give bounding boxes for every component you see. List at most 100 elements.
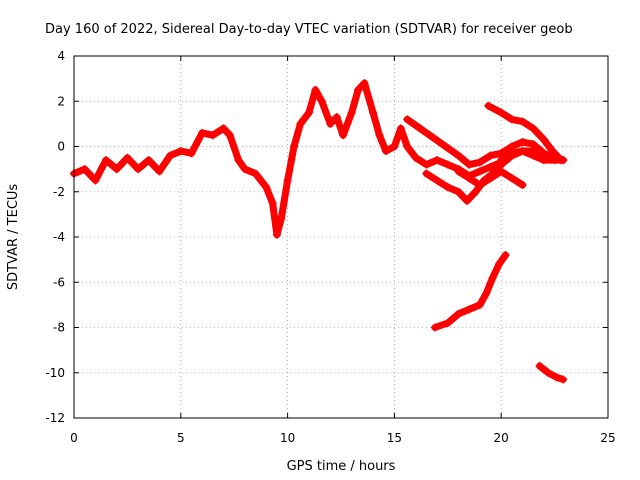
data-point xyxy=(339,131,348,140)
data-point xyxy=(416,124,425,133)
data-point xyxy=(91,176,100,185)
data-point xyxy=(208,131,217,140)
y-axis-label: SDTVAR / TECUs xyxy=(6,184,21,291)
data-point xyxy=(475,300,484,309)
data-point xyxy=(433,156,442,165)
data-point xyxy=(155,167,164,176)
y-tick-label: -10 xyxy=(45,366,65,380)
data-point xyxy=(443,183,452,192)
data-point xyxy=(430,323,439,332)
data-point xyxy=(550,153,559,162)
data-point xyxy=(112,165,121,174)
data-point xyxy=(559,156,568,165)
x-tick-label: 10 xyxy=(280,431,295,445)
data-point xyxy=(144,156,153,165)
data-point xyxy=(326,119,335,128)
x-tick-label: 15 xyxy=(387,431,402,445)
data-point xyxy=(518,180,527,189)
data-point xyxy=(471,187,480,196)
data-point xyxy=(403,115,412,124)
y-tick-label: -8 xyxy=(53,321,65,335)
data-point xyxy=(535,361,544,370)
data-point xyxy=(225,131,234,140)
y-tick-label: 2 xyxy=(57,94,65,108)
data-point xyxy=(486,162,495,171)
data-point xyxy=(488,273,497,282)
data-point xyxy=(390,142,399,151)
y-axis: 4 2 0 -2 -4 -6 -8 -10 -12 xyxy=(45,49,608,425)
data-point xyxy=(80,165,89,174)
data-point xyxy=(486,151,495,160)
data-point xyxy=(465,174,474,183)
data-point xyxy=(360,79,369,88)
data-point xyxy=(304,108,313,117)
x-axis: 0 5 10 15 20 25 xyxy=(70,56,616,445)
data-point xyxy=(454,151,463,160)
data-point xyxy=(501,251,510,260)
data-point xyxy=(240,165,249,174)
data-point xyxy=(277,214,286,223)
series-low-segment xyxy=(431,251,509,331)
data-point xyxy=(507,115,516,124)
grid xyxy=(74,56,608,418)
y-tick-label: -4 xyxy=(53,230,65,244)
data-point xyxy=(507,174,516,183)
x-tick-label: 20 xyxy=(494,431,509,445)
data-point xyxy=(539,135,548,144)
data-point xyxy=(552,373,561,382)
data-point xyxy=(529,140,538,149)
data-point xyxy=(311,85,320,94)
y-tick-label: -6 xyxy=(53,275,65,289)
data-point xyxy=(518,117,527,126)
data-point xyxy=(283,176,292,185)
data-point xyxy=(529,124,538,133)
data-point xyxy=(262,183,271,192)
data-point xyxy=(422,169,431,178)
data-point xyxy=(134,165,143,174)
data-point xyxy=(544,368,553,377)
data-point xyxy=(454,187,463,196)
data-point xyxy=(354,85,363,94)
data-point xyxy=(317,97,326,106)
data-point xyxy=(486,174,495,183)
data-point xyxy=(497,156,506,165)
x-axis-label: GPS time / hours xyxy=(287,459,396,474)
data-point xyxy=(475,158,484,167)
data-point xyxy=(465,160,474,169)
data-point xyxy=(422,160,431,169)
data-point xyxy=(187,149,196,158)
x-tick-label: 25 xyxy=(600,431,615,445)
data-point xyxy=(443,160,452,169)
data-point xyxy=(497,167,506,176)
data-point xyxy=(272,230,281,239)
series-layer xyxy=(70,79,568,384)
y-tick-label: 0 xyxy=(57,140,65,154)
data-point xyxy=(102,156,111,165)
y-tick-label: 4 xyxy=(57,49,65,63)
data-point xyxy=(529,147,538,156)
data-point xyxy=(518,137,527,146)
series-main xyxy=(70,79,505,239)
x-tick-label: 0 xyxy=(70,431,78,445)
y-tick-label: -2 xyxy=(53,185,65,199)
data-point xyxy=(381,147,390,156)
data-point xyxy=(375,131,384,140)
chart-title: Day 160 of 2022, Sidereal Day-to-day VTE… xyxy=(45,22,573,37)
data-point xyxy=(497,108,506,117)
data-point xyxy=(539,151,548,160)
data-point xyxy=(518,147,527,156)
series-branch-d xyxy=(484,102,565,164)
data-point xyxy=(463,196,472,205)
data-point xyxy=(290,142,299,151)
data-point xyxy=(482,289,491,298)
data-point xyxy=(441,142,450,151)
data-point xyxy=(475,167,484,176)
data-point xyxy=(251,169,260,178)
data-point xyxy=(559,375,568,384)
data-point xyxy=(548,147,557,156)
data-point xyxy=(507,149,516,158)
data-point xyxy=(166,151,175,160)
data-point xyxy=(433,176,442,185)
series-lowest-segment xyxy=(536,362,567,383)
